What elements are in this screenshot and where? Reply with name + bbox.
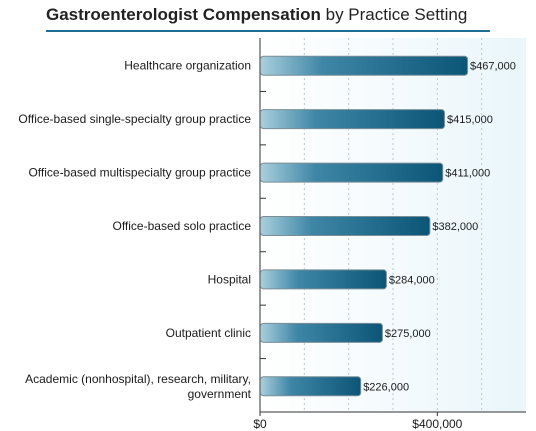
- category-label: government: [188, 387, 252, 401]
- category-label: Office-based multispecialty group practi…: [28, 166, 251, 180]
- bar-value-label: $382,000: [432, 221, 478, 233]
- bar: [260, 322, 383, 343]
- bar-value-label: $275,000: [385, 328, 431, 340]
- bar: [260, 376, 362, 397]
- bar-value-label: $226,000: [363, 381, 409, 393]
- bar: [260, 162, 444, 183]
- bar: [260, 269, 387, 290]
- category-label: Healthcare organization: [124, 59, 251, 73]
- chart-title-main: Gastroenterologist Compensation: [46, 5, 321, 24]
- category-label: Office-based single-specialty group prac…: [18, 112, 251, 126]
- category-label: Academic (nonhospital), research, milita…: [25, 372, 251, 386]
- bar-value-label: $415,000: [447, 114, 493, 126]
- chart-subtitle: by Practice Setting: [325, 5, 468, 24]
- category-label: Outpatient clinic: [166, 326, 251, 340]
- bar: [260, 55, 469, 76]
- bar-value-label: $411,000: [445, 168, 490, 180]
- bar-value-label: $284,000: [389, 274, 435, 286]
- chart-title-block: Gastroenterologist Compensation by Pract…: [46, 4, 490, 32]
- bar: [260, 216, 431, 236]
- category-label: Office-based solo practice: [112, 219, 251, 233]
- category-label: Hospital: [208, 272, 251, 286]
- chart-title: Gastroenterologist Compensation by Pract…: [46, 4, 490, 26]
- x-tick-label: $0: [253, 417, 267, 431]
- bar: [260, 109, 445, 130]
- bar-value-label: $467,000: [470, 61, 516, 73]
- x-tick-label: $400,000: [412, 417, 462, 431]
